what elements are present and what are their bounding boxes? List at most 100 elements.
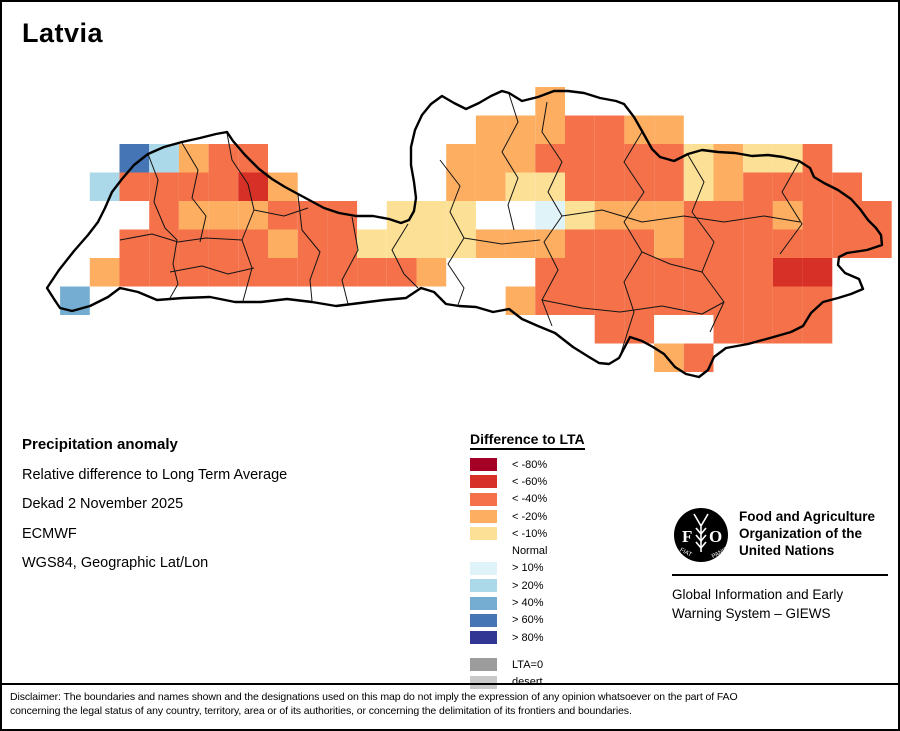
legend-title: Difference to LTA (470, 431, 585, 450)
legend: Difference to LTA < -80% < -60% < -40% < -2… (470, 431, 585, 691)
anomaly-cell (268, 201, 298, 230)
anomaly-cell (505, 115, 536, 144)
anomaly-cell (772, 258, 803, 287)
anomaly-cell (802, 144, 833, 173)
legend-color-chip (470, 475, 497, 489)
legend-color-chip (470, 545, 497, 558)
anomaly-cell (802, 258, 833, 287)
svg-text:O: O (709, 527, 722, 546)
legend-color-chip (470, 510, 497, 524)
legend-row: Normal (470, 542, 585, 559)
legend-row: < -80% (470, 456, 585, 473)
anomaly-cell (208, 201, 239, 230)
anomaly-cell (654, 286, 684, 315)
map-info-block: Precipitation anomaly Relative difference… (22, 436, 287, 585)
page-title: Latvia (22, 18, 104, 48)
anomaly-cell (654, 343, 684, 372)
anomaly-cell (238, 258, 268, 287)
anomaly-cell (268, 258, 298, 287)
anomaly-cell (327, 229, 358, 258)
fao-logo-icon: F O FIAT PANIS (674, 508, 729, 562)
anomaly-cell (594, 144, 625, 173)
anomaly-cell (683, 144, 714, 173)
anomaly-cell (743, 201, 773, 230)
legend-row: > 10% (470, 560, 585, 577)
info-line: Precipitation anomaly (22, 436, 178, 453)
anomaly-cell (238, 229, 268, 258)
legend-color-chip (470, 596, 497, 610)
legend-label: < -60% (512, 475, 548, 488)
district-boundaries (119, 93, 803, 357)
legend-label: < -80% (512, 458, 548, 471)
anomaly-cell (802, 172, 833, 201)
anomaly-cell (475, 172, 506, 201)
anomaly-cell (416, 258, 447, 287)
legend-label: < -10% (512, 527, 548, 540)
legend-row: > 40% (470, 594, 585, 611)
anomaly-cell (713, 172, 744, 201)
legend-color-chip (470, 492, 497, 506)
anomaly-cell (654, 229, 684, 258)
anomaly-cell (475, 115, 506, 144)
anomaly-cell (624, 115, 655, 144)
anomaly-cell (565, 172, 595, 201)
anomaly-cell (505, 229, 536, 258)
anomaly-cell (802, 201, 833, 230)
fao-org-name: Food and Agriculture Organization of the U… (739, 509, 875, 558)
anomaly-cell (565, 144, 595, 173)
legend-label: < -20% (512, 510, 548, 523)
anomaly-cell (683, 201, 714, 230)
anomaly-cell (772, 201, 803, 230)
anomaly-cell (862, 201, 892, 230)
legend-color-chip (470, 613, 497, 627)
legend-label: > 60% (512, 614, 544, 627)
anomaly-cell (594, 258, 625, 287)
giews-label: Global Information and Early Warning Syst… (672, 587, 844, 621)
latvia-country-border (45, 89, 884, 379)
anomaly-cell (119, 229, 150, 258)
anomaly-cell (624, 144, 655, 173)
anomaly-cell (772, 286, 803, 315)
anomaly-cell (565, 258, 595, 287)
anomaly-cell (743, 229, 773, 258)
anomaly-cell (505, 144, 536, 173)
anomaly-cell (357, 258, 387, 287)
fao-divider (672, 574, 888, 576)
legend-color-chip (470, 675, 497, 689)
disclaimer-separator (2, 683, 898, 685)
legend-color-chip (470, 658, 497, 672)
anomaly-cell (89, 258, 120, 287)
legend-row: > 20% (470, 577, 585, 594)
anomaly-cell (654, 172, 684, 201)
anomaly-cell (297, 229, 328, 258)
anomaly-cell (802, 229, 833, 258)
anomaly-cell (743, 144, 773, 173)
anomaly-cell (535, 286, 565, 315)
anomaly-cell (565, 229, 595, 258)
anomaly-cell (594, 315, 625, 344)
legend-row: < -60% (470, 473, 585, 490)
legend-label: > 40% (512, 597, 544, 610)
anomaly-cell (713, 258, 744, 287)
anomaly-cell (713, 286, 744, 315)
anomaly-cell (624, 172, 655, 201)
legend-row: > 80% (470, 629, 585, 646)
anomaly-cell (594, 172, 625, 201)
legend-color-chip (470, 527, 497, 541)
anomaly-cell (683, 172, 714, 201)
anomaly-cell (238, 144, 268, 173)
anomaly-cell (713, 229, 744, 258)
legend-label: < -40% (512, 493, 548, 506)
anomaly-cell (565, 115, 595, 144)
anomaly-cell (654, 201, 684, 230)
anomaly-cell (713, 315, 744, 344)
anomaly-cell (446, 229, 476, 258)
anomaly-cell (594, 115, 625, 144)
fao-block: F O FIAT PANIS Food and Agriculture Organ… (672, 506, 890, 623)
info-line: ECMWF (22, 525, 77, 542)
anomaly-cell (178, 144, 209, 173)
anomaly-cell (535, 201, 565, 230)
anomaly-cell (475, 144, 506, 173)
anomaly-cell (862, 229, 892, 258)
